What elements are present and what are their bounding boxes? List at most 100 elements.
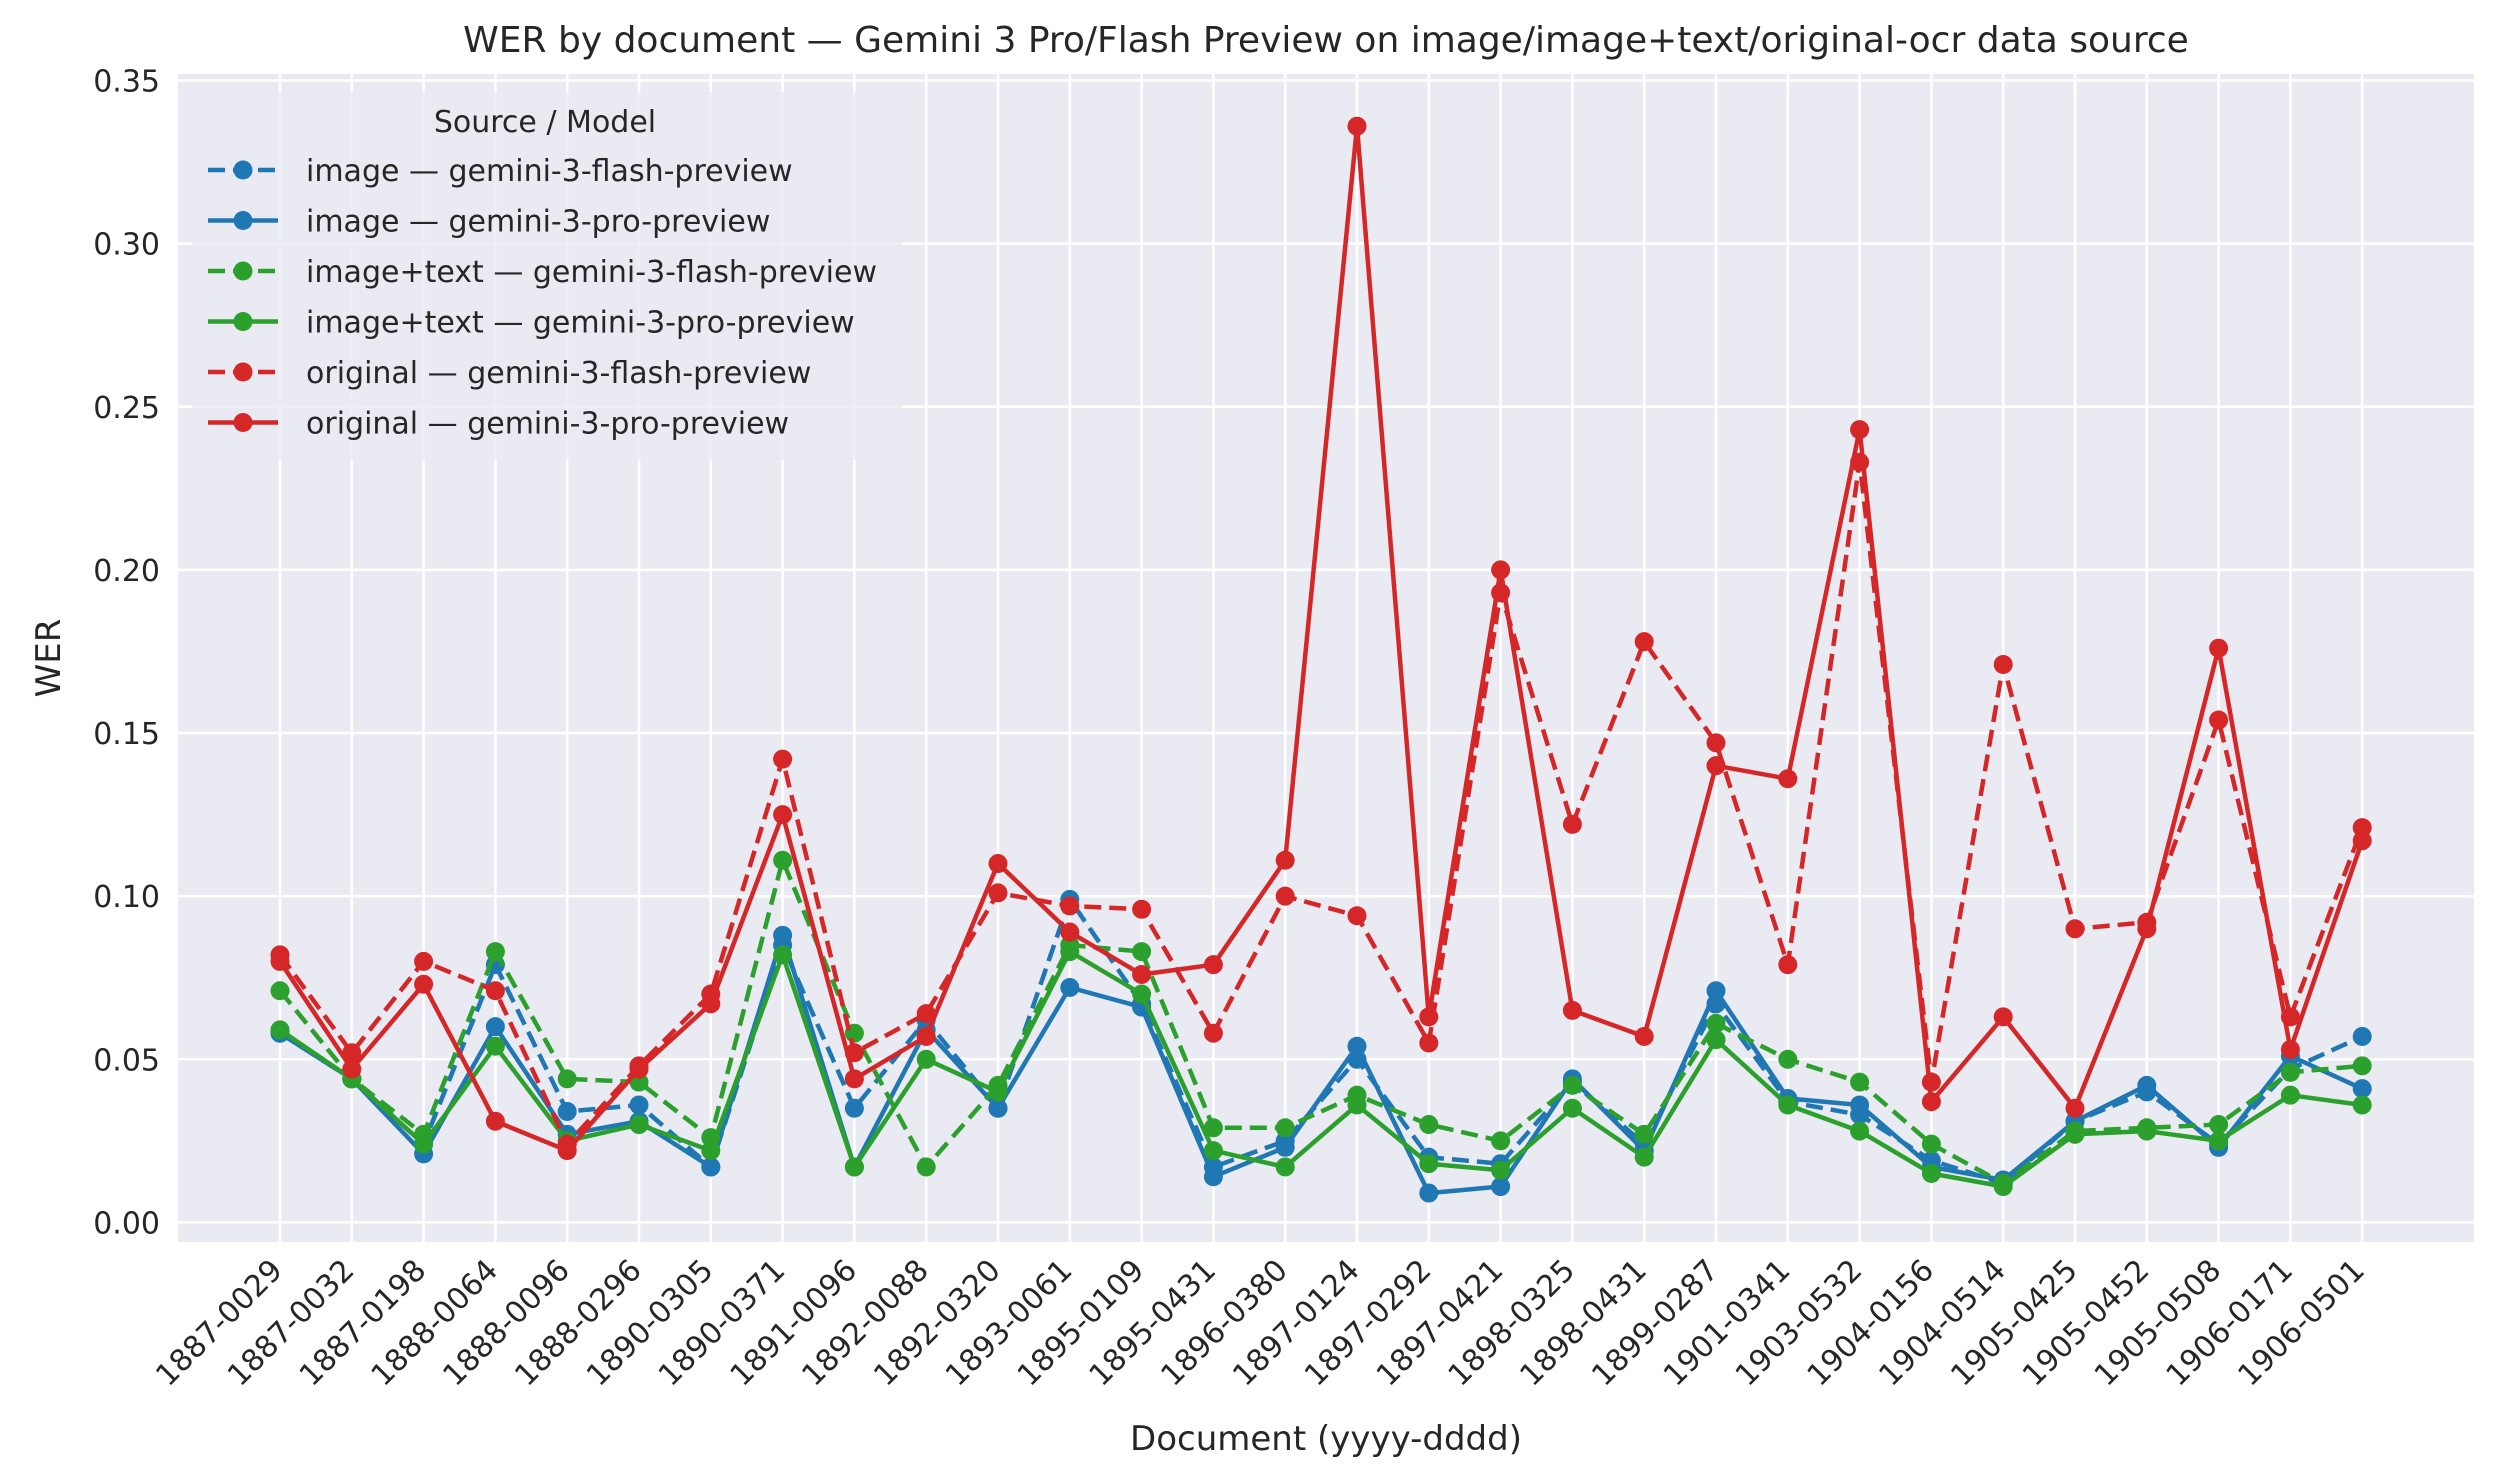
data-point <box>1347 1095 1367 1115</box>
data-point <box>1993 655 2013 675</box>
data-point <box>916 1026 936 1046</box>
data-point <box>988 1098 1008 1118</box>
data-point <box>701 1157 721 1177</box>
data-point <box>485 1017 505 1037</box>
data-point <box>1778 1049 1798 1069</box>
data-point <box>1491 1177 1511 1197</box>
data-point <box>773 850 793 870</box>
data-point <box>1491 1131 1511 1151</box>
data-point <box>1132 964 1152 984</box>
data-point <box>270 1020 290 1040</box>
y-tick-label: 0.05 <box>93 1043 160 1078</box>
data-point <box>2065 1098 2085 1118</box>
data-point <box>1491 1160 1511 1180</box>
data-point <box>1562 1000 1582 1020</box>
data-point <box>1634 1124 1654 1144</box>
legend-entry: original — gemini-3-flash-preview <box>208 356 811 391</box>
legend-marker <box>233 362 253 382</box>
data-point <box>2352 1079 2372 1099</box>
data-point <box>1203 955 1223 975</box>
data-point <box>2209 638 2229 658</box>
data-point <box>1275 1157 1295 1177</box>
data-point <box>1132 942 1152 962</box>
data-point <box>701 994 721 1014</box>
y-tick-label: 0.20 <box>93 554 160 589</box>
y-tick-label: 0.30 <box>93 228 160 263</box>
data-point <box>916 1004 936 1024</box>
series-line <box>278 459 2365 1147</box>
data-point <box>2352 1056 2372 1076</box>
data-point <box>2065 919 2085 939</box>
y-tick-label: 0.25 <box>93 391 160 426</box>
data-point <box>342 1043 362 1063</box>
data-point <box>1850 1072 1870 1092</box>
data-point <box>1706 981 1726 1001</box>
data-point <box>1850 1121 1870 1141</box>
data-point <box>1060 896 1080 916</box>
legend-label: image+text — gemini-3-pro-preview <box>306 306 855 341</box>
data-point <box>1706 1030 1726 1050</box>
legend-entry: image — gemini-3-pro-preview <box>208 205 770 240</box>
data-point <box>1275 1118 1295 1138</box>
legend-entry: image+text — gemini-3-pro-preview <box>208 306 855 341</box>
data-point <box>2280 1040 2300 1060</box>
legend-marker <box>233 211 253 230</box>
y-tick-label: 0.15 <box>93 717 160 752</box>
data-point <box>629 1115 649 1135</box>
data-point <box>1921 1134 1941 1154</box>
data-point <box>1491 560 1511 580</box>
legend-marker <box>233 312 253 331</box>
data-point <box>485 1111 505 1131</box>
data-point <box>773 945 793 965</box>
series-line <box>278 933 2364 1196</box>
data-point <box>414 974 434 994</box>
data-point <box>2209 1115 2229 1135</box>
data-point <box>2209 1131 2229 1151</box>
data-point <box>1203 1118 1223 1138</box>
chart-title: WER by document — Gemini 3 Pro/Flash Pre… <box>463 20 2189 61</box>
data-point <box>844 1098 864 1118</box>
data-point <box>629 1095 649 1115</box>
series-layer <box>270 116 2372 1203</box>
data-point <box>1203 1167 1223 1187</box>
data-point <box>1562 1098 1582 1118</box>
data-point <box>1275 1137 1295 1157</box>
data-point <box>1347 1036 1367 1056</box>
legend-box <box>192 92 902 460</box>
data-point <box>916 1049 936 1069</box>
data-point <box>988 1082 1008 1102</box>
data-point <box>2352 1095 2372 1115</box>
data-point <box>1706 1013 1726 1033</box>
data-point <box>773 925 793 945</box>
data-point <box>1419 1007 1439 1027</box>
legend-label: image+text — gemini-3-flash-preview <box>306 255 877 290</box>
legend-label: image — gemini-3-flash-preview <box>306 154 793 189</box>
data-point <box>414 951 434 971</box>
legend-entry: image — gemini-3-flash-preview <box>208 154 793 189</box>
y-tick-label: 0.35 <box>93 65 160 100</box>
data-point <box>1275 886 1295 906</box>
data-point <box>1419 1033 1439 1053</box>
legend-marker <box>233 160 253 180</box>
data-point <box>2280 1062 2300 1082</box>
data-point <box>2352 831 2372 851</box>
legend-title: Source / Model <box>434 105 656 140</box>
series-line <box>278 949 2363 1189</box>
x-axis-label: Document (yyyy-dddd) <box>1130 1419 1522 1459</box>
data-point <box>629 1059 649 1079</box>
data-point <box>485 1036 505 1056</box>
y-axis-label: WER <box>29 619 69 698</box>
legend-label: original — gemini-3-flash-preview <box>306 356 811 391</box>
data-point <box>1993 1177 2013 1197</box>
legend-label: original — gemini-3-pro-preview <box>306 407 789 442</box>
data-point <box>1060 978 1080 998</box>
data-point <box>1419 1183 1439 1203</box>
data-point <box>557 1069 577 1089</box>
y-tick-label: 0.00 <box>93 1206 160 1241</box>
series-4 <box>270 452 2372 1154</box>
data-point <box>2352 818 2372 838</box>
data-point <box>342 1059 362 1079</box>
data-point <box>1275 850 1295 870</box>
series-line <box>278 123 2365 1153</box>
